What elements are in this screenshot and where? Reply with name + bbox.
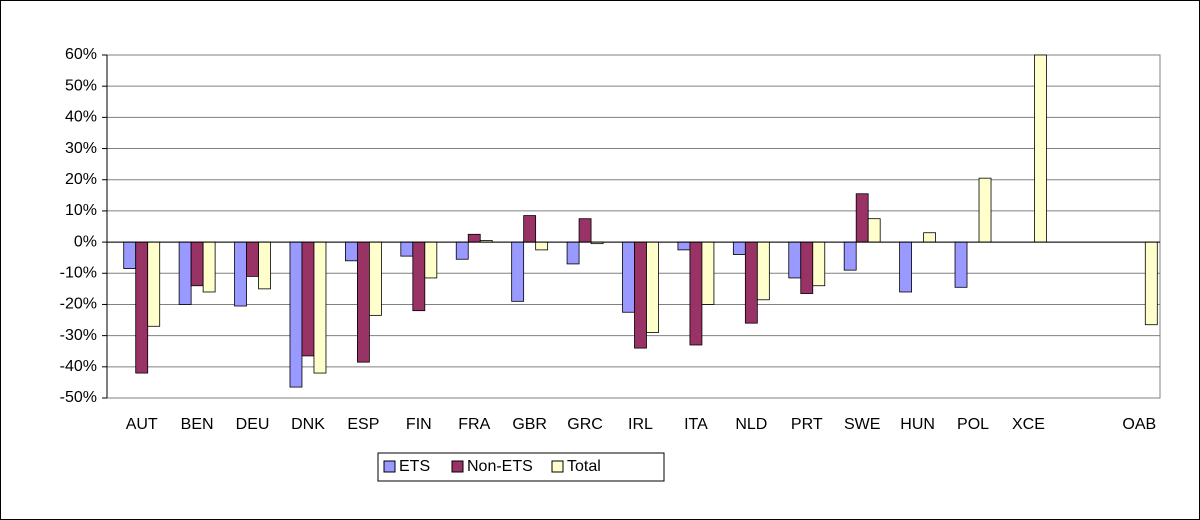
legend-label: ETS xyxy=(399,458,430,475)
x-tick-label: FRA xyxy=(458,416,490,433)
bar xyxy=(400,241,414,257)
x-tick-label: DNK xyxy=(291,416,325,433)
bar xyxy=(356,241,370,363)
bar xyxy=(1144,241,1158,326)
y-tick-label: 50% xyxy=(65,77,97,94)
y-tick-label: 60% xyxy=(65,46,97,63)
bar xyxy=(190,241,204,287)
bar xyxy=(566,241,580,265)
bar xyxy=(701,241,715,305)
bar xyxy=(855,193,869,243)
legend-label: Non-ETS xyxy=(467,458,533,475)
bar xyxy=(867,218,881,243)
bar xyxy=(455,241,469,260)
x-tick-label: ESP xyxy=(347,416,379,433)
bar xyxy=(646,241,659,333)
x-tick-label: GRC xyxy=(567,416,603,433)
bar xyxy=(178,241,192,305)
bar xyxy=(899,241,913,293)
bar xyxy=(744,241,758,324)
bar xyxy=(788,241,802,279)
bar xyxy=(634,241,647,349)
bar xyxy=(954,241,968,288)
bar xyxy=(344,241,358,262)
bar xyxy=(246,241,259,277)
bar xyxy=(578,218,592,243)
bar xyxy=(535,241,549,251)
bar xyxy=(147,241,161,327)
bar xyxy=(523,215,537,243)
x-tick-label: FIN xyxy=(406,416,432,433)
bar xyxy=(313,241,327,374)
x-tick-label: SWE xyxy=(844,416,880,433)
x-tick-label: OAB xyxy=(1122,416,1156,433)
x-tick-label: ITA xyxy=(684,416,708,433)
x-tick-label: XCE xyxy=(1012,416,1045,433)
legend-swatch xyxy=(551,460,564,473)
bar xyxy=(511,241,525,302)
bar xyxy=(923,232,937,243)
bar xyxy=(978,177,992,243)
x-tick-label: DEU xyxy=(236,416,270,433)
x-tick-label: IRL xyxy=(628,416,653,433)
legend-swatch xyxy=(451,460,464,473)
x-tick-label: GBR xyxy=(512,416,547,433)
y-tick-label: -10% xyxy=(60,264,97,281)
legend-label: Total xyxy=(567,458,601,475)
y-tick-label: 20% xyxy=(65,171,97,188)
bar xyxy=(689,241,703,346)
bar xyxy=(202,241,216,293)
bar xyxy=(843,241,857,271)
y-tick-label: -20% xyxy=(60,296,97,313)
bar xyxy=(234,241,247,307)
x-tick-label: NLD xyxy=(735,416,767,433)
y-tick-label: 0% xyxy=(74,233,97,250)
bar xyxy=(123,241,137,269)
plot-area xyxy=(106,54,1161,399)
bar xyxy=(732,241,746,255)
x-tick-label: BEN xyxy=(181,416,214,433)
bar xyxy=(677,241,691,251)
bar xyxy=(424,241,438,279)
y-tick-label: -40% xyxy=(60,358,97,375)
bar xyxy=(812,241,826,287)
bar xyxy=(800,241,814,294)
bar xyxy=(301,241,315,357)
x-tick-label: PRT xyxy=(791,416,823,433)
x-tick-label: HUN xyxy=(900,416,935,433)
legend-swatch xyxy=(383,460,396,473)
bar xyxy=(412,241,426,312)
bar xyxy=(289,241,303,388)
y-tick-label: -50% xyxy=(60,389,97,406)
bar xyxy=(135,241,149,374)
bar xyxy=(258,241,271,290)
legend-box xyxy=(377,452,665,482)
bar xyxy=(368,241,382,316)
bar xyxy=(756,241,770,301)
x-tick-label: AUT xyxy=(126,416,158,433)
y-tick-label: 10% xyxy=(65,202,97,219)
y-tick-label: 30% xyxy=(65,140,97,157)
y-tick-label: 40% xyxy=(65,109,97,126)
bar xyxy=(467,233,481,243)
y-tick-label: -30% xyxy=(60,327,97,344)
bar xyxy=(622,241,635,313)
x-tick-label: POL xyxy=(957,416,989,433)
bar xyxy=(1034,54,1047,243)
